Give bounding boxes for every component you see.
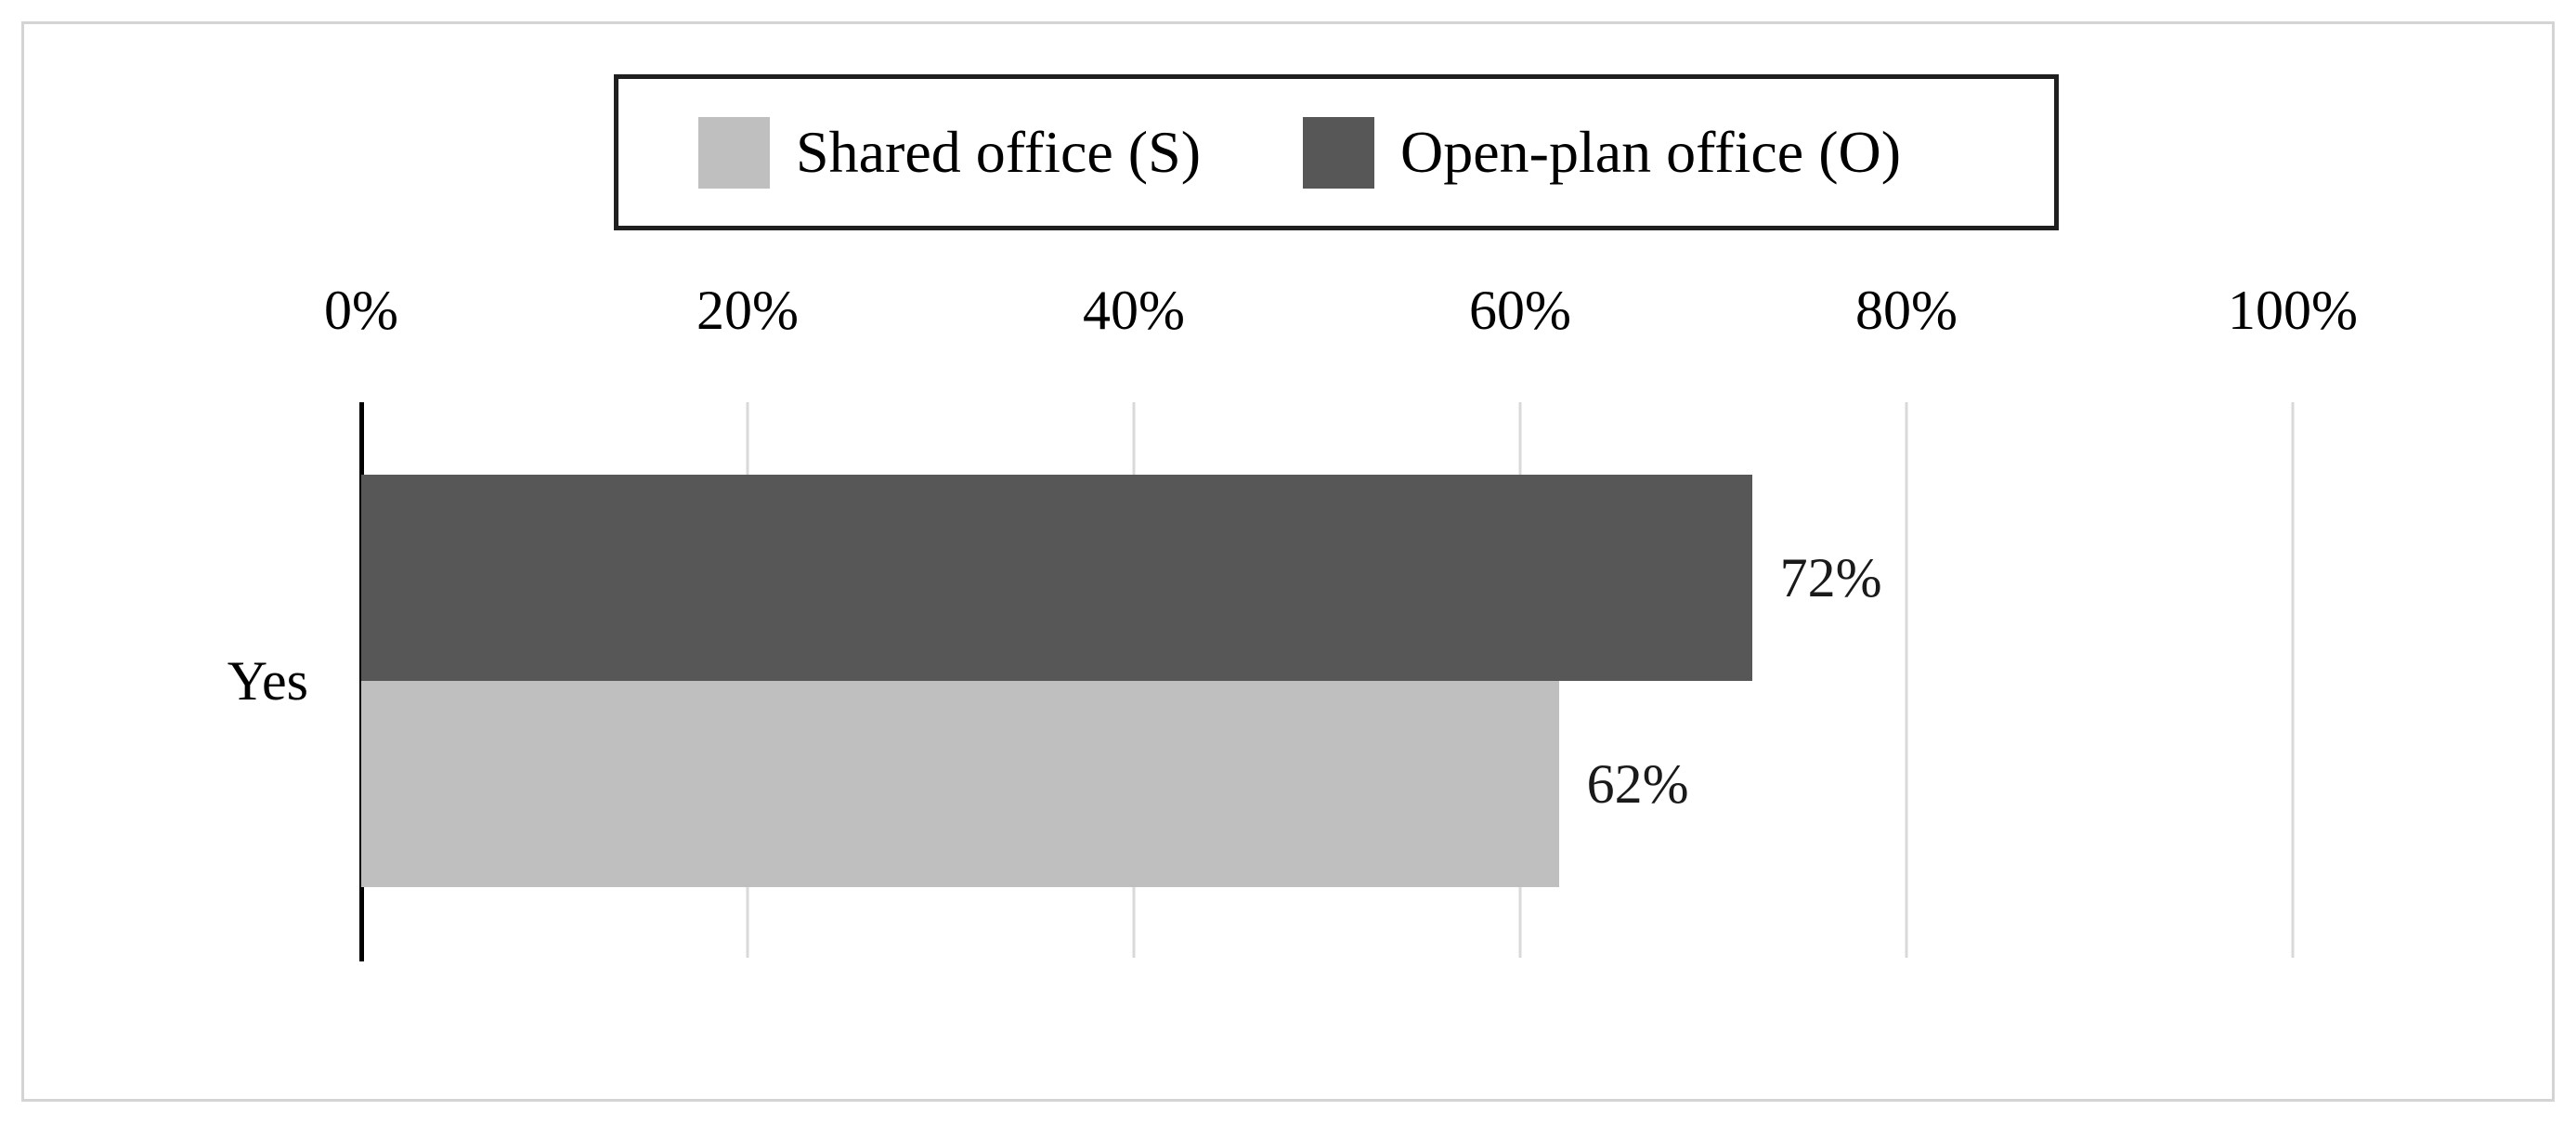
- x-axis-tick-label: 0%: [324, 280, 398, 341]
- bar-value-label: 62%: [1586, 753, 1689, 815]
- legend-swatch-shared-office: [698, 116, 770, 189]
- legend-item-open-plan-office: Open-plan office (O): [1303, 116, 1902, 189]
- gridline: [1905, 402, 1908, 958]
- category-label-yes: Yes: [227, 650, 308, 712]
- plot-area: 72% 62%: [359, 402, 2295, 961]
- legend-item-shared-office: Shared office (S): [698, 116, 1201, 189]
- legend-label-open-plan-office: Open-plan office (O): [1400, 119, 1902, 185]
- bar-value-label: 72%: [1779, 547, 1882, 608]
- x-axis-tick-label: 80%: [1855, 280, 1958, 341]
- x-axis-tick-label: 40%: [1083, 280, 1185, 341]
- x-axis-tick-label: 20%: [696, 280, 799, 341]
- legend-label-shared-office: Shared office (S): [796, 119, 1201, 185]
- x-axis-tick-label: 100%: [2228, 280, 2358, 341]
- legend-swatch-open-plan-office: [1303, 116, 1374, 189]
- x-axis-tick-label: 60%: [1469, 280, 1571, 341]
- gridline: [2291, 402, 2295, 958]
- bar-open-plan-office-o: [361, 475, 1752, 681]
- legend-box: Shared office (S) Open-plan office (O): [614, 74, 2059, 230]
- bar-shared-office-s: [361, 681, 1559, 887]
- x-axis-tick-labels: 0% 20% 40% 60% 80% 100%: [324, 277, 2358, 346]
